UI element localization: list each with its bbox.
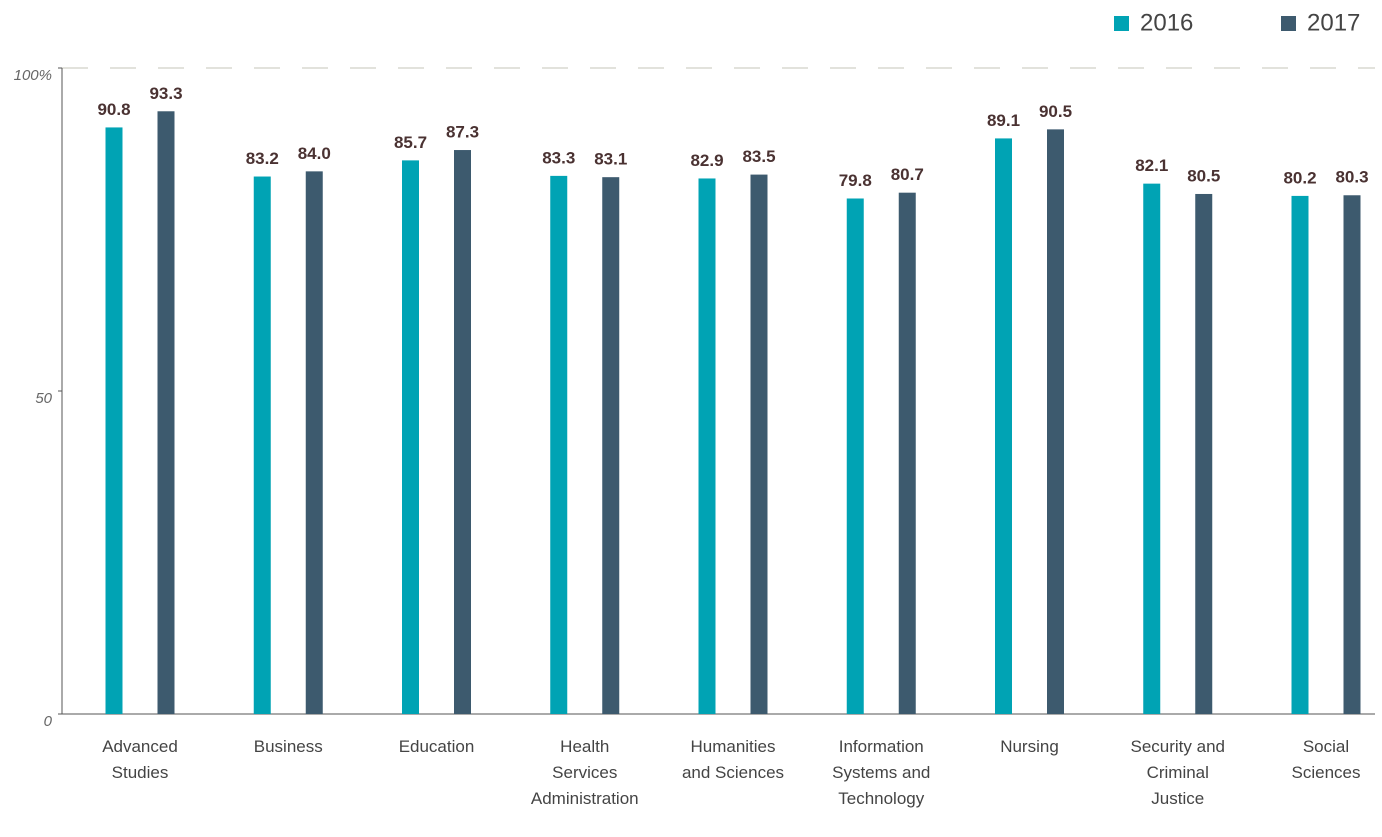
x-tick-label: Health Services Administration xyxy=(530,737,639,808)
data-label: 83.1 xyxy=(594,150,627,169)
bar xyxy=(454,150,471,715)
bar xyxy=(898,192,916,715)
x-tick-label: Business xyxy=(253,737,323,756)
bar xyxy=(550,175,568,714)
data-label: 82.1 xyxy=(1135,156,1168,175)
data-label: 80.3 xyxy=(1335,168,1368,187)
y-tick-label: 50 xyxy=(35,390,52,407)
y-tick-label: 0 xyxy=(44,713,53,730)
data-label: 85.7 xyxy=(394,133,427,152)
bar xyxy=(402,160,419,715)
bar xyxy=(305,171,323,715)
data-label: 90.8 xyxy=(97,100,130,119)
bar xyxy=(253,176,271,714)
bar xyxy=(1343,195,1361,715)
bar xyxy=(995,138,1012,714)
data-label: 82.9 xyxy=(690,151,723,170)
legend-label: 2016 xyxy=(1140,9,1193,36)
data-label: 87.3 xyxy=(446,123,479,142)
data-label: 90.5 xyxy=(1039,102,1072,121)
data-label: 89.1 xyxy=(987,111,1020,130)
bar xyxy=(602,177,620,714)
bar xyxy=(1143,183,1161,714)
bar xyxy=(750,174,768,715)
data-label: 84.0 xyxy=(298,144,331,163)
x-tick-label: Social Sciences xyxy=(1291,737,1361,782)
x-tick-label: Security and Criminal Justice xyxy=(1130,737,1226,808)
x-tick-label: Nursing xyxy=(1000,737,1059,756)
bar xyxy=(157,111,175,715)
bar xyxy=(846,198,864,714)
x-tick-label: Humanities and Sciences xyxy=(681,737,785,782)
data-label: 80.7 xyxy=(891,165,924,184)
bar xyxy=(105,127,123,714)
x-tick-label: Information Systems and Technology xyxy=(832,737,931,808)
data-label: 83.2 xyxy=(246,149,279,168)
bar xyxy=(1047,129,1064,714)
legend-label: 2017 xyxy=(1307,9,1360,36)
data-label: 80.2 xyxy=(1283,168,1316,187)
y-tick-label: 100% xyxy=(14,67,52,84)
legend-swatch xyxy=(1281,16,1296,31)
data-label: 83.5 xyxy=(742,147,775,166)
legend-swatch xyxy=(1114,16,1129,31)
x-tick-label: Education xyxy=(398,737,475,756)
bar xyxy=(1195,193,1213,715)
data-label: 80.5 xyxy=(1187,166,1220,185)
data-label: 93.3 xyxy=(149,84,182,103)
bar xyxy=(698,178,716,714)
data-label: 83.3 xyxy=(542,148,575,167)
data-label: 79.8 xyxy=(839,171,872,190)
bar xyxy=(1291,195,1309,714)
x-tick-label: Advanced Studies xyxy=(102,737,178,782)
